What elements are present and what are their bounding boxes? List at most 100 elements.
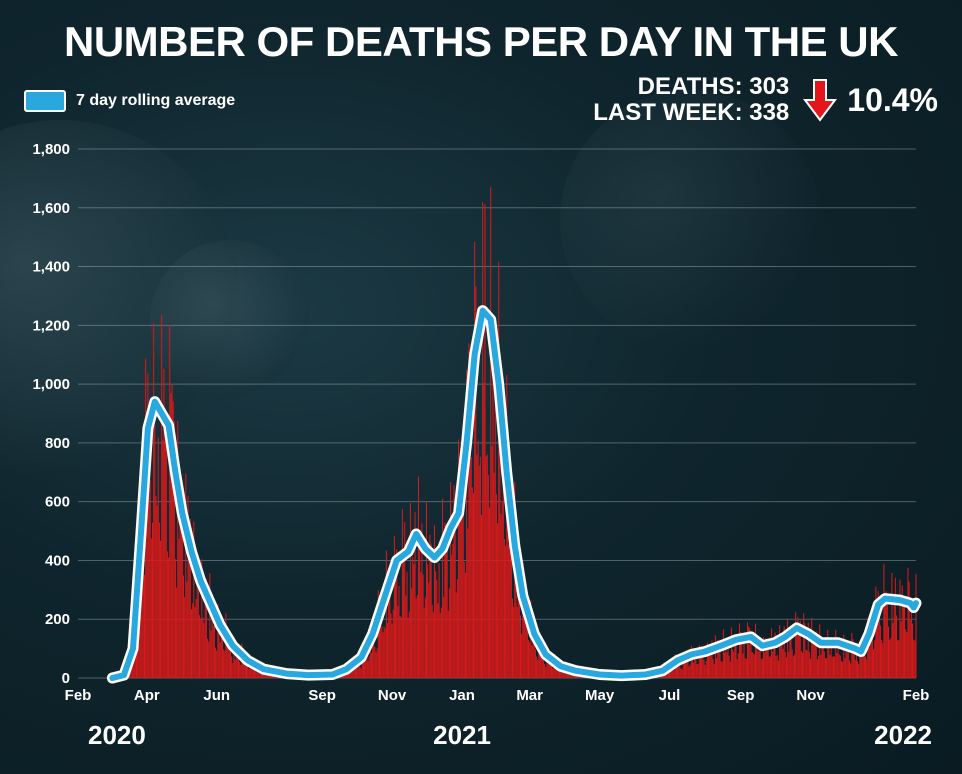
daily-bar	[403, 558, 405, 678]
daily-bar	[202, 617, 204, 678]
daily-bar	[248, 668, 250, 678]
daily-bar	[806, 650, 808, 678]
y-tick-label: 800	[45, 435, 70, 452]
daily-bar	[185, 473, 187, 678]
daily-bar	[897, 640, 899, 678]
daily-bar	[914, 640, 916, 678]
daily-bar	[423, 607, 425, 678]
daily-bar	[782, 648, 784, 678]
daily-bar	[173, 421, 175, 678]
daily-bar	[407, 617, 409, 678]
daily-bar	[510, 545, 512, 678]
daily-bar	[370, 652, 372, 678]
daily-bar	[207, 638, 209, 678]
daily-bar	[212, 625, 214, 678]
daily-bar	[526, 623, 528, 678]
daily-bar	[868, 647, 870, 678]
daily-bar	[495, 494, 497, 678]
daily-bar	[690, 645, 692, 678]
y-tick-label: 1,800	[32, 141, 70, 158]
daily-bar	[890, 638, 892, 678]
daily-bar	[369, 627, 371, 678]
daily-bar	[915, 573, 917, 678]
daily-bar	[819, 624, 821, 678]
daily-bar	[686, 650, 688, 678]
daily-bar	[568, 672, 570, 678]
daily-bar	[835, 629, 837, 678]
daily-bar	[362, 654, 364, 678]
daily-bar	[544, 663, 546, 678]
daily-bar	[150, 538, 152, 678]
daily-bar	[797, 616, 799, 678]
daily-bar	[240, 664, 242, 678]
daily-bar	[537, 659, 539, 678]
daily-bar	[830, 646, 832, 678]
line-outline	[106, 305, 922, 684]
daily-bar	[482, 202, 484, 678]
daily-bar	[507, 529, 509, 678]
daily-bar	[135, 637, 137, 678]
daily-bar	[148, 441, 150, 678]
daily-bar	[213, 624, 215, 678]
daily-bar	[158, 522, 160, 678]
daily-bar	[910, 600, 912, 678]
daily-bar	[406, 571, 408, 678]
daily-bar	[847, 641, 849, 678]
daily-bar	[799, 620, 801, 678]
daily-bar	[378, 594, 381, 678]
daily-bar	[146, 499, 148, 678]
daily-bar	[505, 546, 507, 678]
daily-bar	[187, 496, 189, 678]
last-week-value: LAST WEEK: 338	[593, 99, 790, 126]
daily-bar	[156, 505, 158, 678]
daily-bar	[161, 314, 163, 678]
daily-bar	[709, 646, 711, 678]
daily-bar	[223, 649, 225, 678]
daily-bar	[834, 656, 836, 678]
daily-bar	[832, 656, 834, 678]
daily-bar	[795, 612, 797, 678]
virus-illustration	[560, 90, 820, 350]
daily-bar	[883, 563, 885, 678]
daily-bar	[781, 637, 783, 678]
x-tick-label: Feb	[65, 687, 92, 704]
daily-bar	[871, 634, 873, 678]
daily-bar	[774, 632, 776, 678]
daily-bar	[174, 559, 176, 678]
daily-bar	[493, 472, 495, 678]
daily-bar	[168, 557, 170, 678]
stats-panel: DEATHS: 303 LAST WEEK: 338 10.4%	[593, 74, 938, 126]
daily-bar	[548, 663, 550, 678]
daily-bar	[752, 653, 754, 678]
daily-bar	[810, 658, 812, 678]
daily-bar	[821, 638, 823, 678]
daily-bar	[542, 658, 544, 678]
daily-bar	[203, 623, 205, 678]
daily-bar	[467, 528, 469, 678]
daily-bar	[383, 626, 385, 678]
y-tick-label: 0	[62, 670, 70, 687]
daily-bar	[713, 663, 715, 678]
daily-bar	[464, 572, 466, 678]
daily-bar	[710, 655, 712, 678]
daily-bar	[886, 597, 888, 678]
daily-bar	[693, 662, 695, 678]
daily-bar	[200, 618, 202, 678]
daily-bar	[194, 606, 196, 678]
daily-bar	[184, 597, 186, 678]
daily-bar	[425, 501, 428, 678]
daily-bar	[771, 628, 773, 678]
daily-bar	[420, 571, 422, 678]
daily-bar	[255, 669, 257, 678]
daily-bar	[377, 590, 379, 678]
daily-bar	[481, 514, 483, 678]
daily-bar	[556, 664, 558, 678]
daily-bar	[538, 630, 540, 678]
daily-bar	[247, 666, 249, 678]
daily-bar	[391, 623, 393, 678]
daily-bar	[232, 663, 234, 678]
daily-bar	[891, 572, 893, 678]
daily-bar	[373, 634, 375, 678]
daily-bar	[764, 652, 766, 678]
daily-bar	[364, 655, 366, 678]
